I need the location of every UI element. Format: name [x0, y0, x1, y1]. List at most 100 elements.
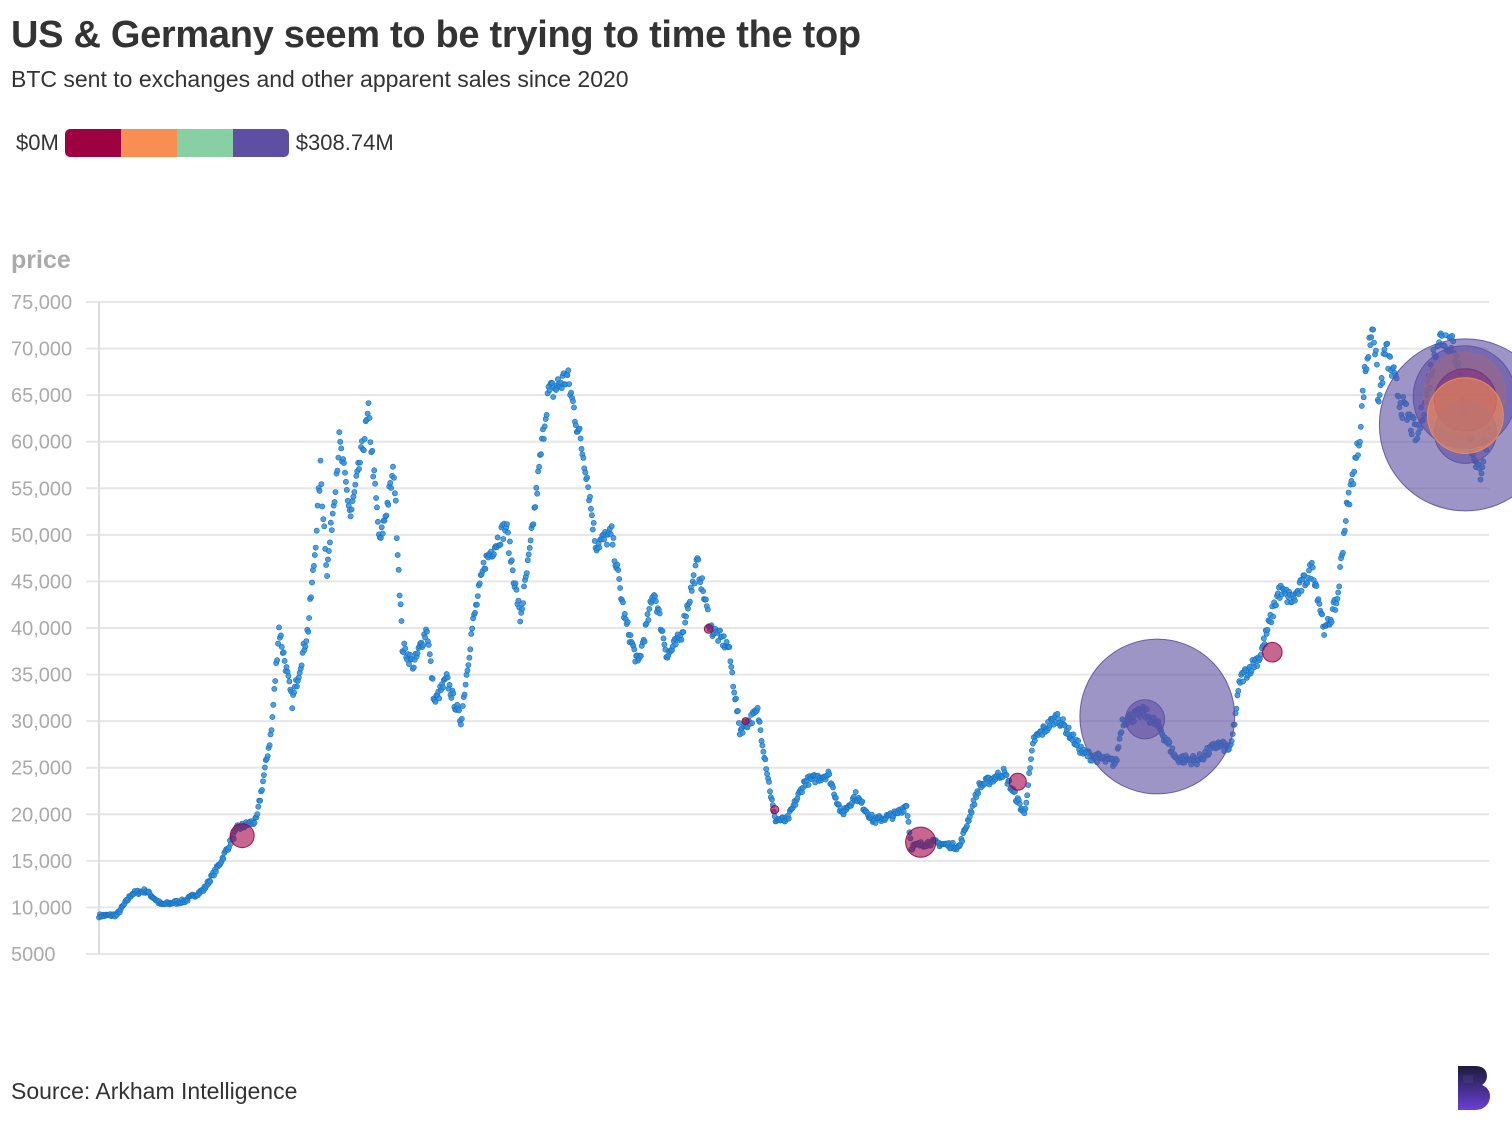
- sale-bubble: [1079, 638, 1236, 795]
- price-point: [536, 463, 542, 470]
- price-point: [968, 809, 975, 816]
- price-point: [391, 474, 397, 481]
- price-point: [207, 878, 214, 885]
- price-point: [1336, 583, 1343, 590]
- price-point: [513, 586, 520, 593]
- sale-bubble: [229, 823, 255, 849]
- y-tick-label: 35,000: [11, 665, 72, 687]
- price-point: [466, 654, 473, 661]
- sale-bubble: [741, 717, 750, 726]
- price-point: [1342, 518, 1349, 524]
- legend-max-label: $308.74M: [295, 130, 394, 155]
- price-point: [334, 467, 341, 474]
- price-point: [391, 490, 398, 497]
- price-point: [852, 789, 859, 795]
- price-point: [1357, 438, 1363, 445]
- price-point: [688, 587, 695, 594]
- y-tick-label: 40,000: [11, 618, 72, 640]
- price-point: [577, 435, 584, 442]
- price-point: [1031, 737, 1038, 744]
- price-point: [678, 636, 685, 643]
- price-point: [526, 545, 533, 551]
- price-point: [566, 381, 573, 387]
- color-legend: $0M $308.74M: [16, 128, 394, 158]
- price-point: [309, 579, 315, 586]
- price-point: [446, 682, 453, 688]
- price-point: [461, 691, 468, 698]
- price-point: [527, 537, 534, 544]
- price-point: [306, 615, 312, 621]
- price-point: [426, 651, 433, 658]
- price-point: [1335, 589, 1342, 596]
- price-point: [1375, 398, 1382, 405]
- price-point: [476, 580, 483, 587]
- price-point: [366, 415, 373, 421]
- y-tick-label: 20,000: [11, 804, 72, 826]
- price-point: [1321, 632, 1327, 638]
- price-point: [298, 662, 305, 669]
- price-point: [410, 664, 417, 671]
- price-point: [468, 631, 475, 637]
- price-point: [900, 808, 907, 815]
- price-points: [96, 326, 1490, 921]
- price-point: [308, 594, 314, 601]
- price-point: [1028, 756, 1034, 762]
- price-point: [959, 838, 966, 845]
- price-point: [472, 609, 478, 616]
- price-point: [293, 683, 300, 690]
- price-point: [731, 689, 738, 696]
- source-note: Source: Arkham Intelligence: [11, 1078, 298, 1104]
- bloomberg-logo: [1458, 1066, 1490, 1110]
- price-point: [524, 557, 531, 564]
- price-point: [395, 566, 402, 573]
- sale-bubble: [1427, 377, 1504, 455]
- price-point: [505, 550, 512, 556]
- price-point: [422, 634, 428, 641]
- price-point: [1384, 340, 1391, 347]
- price-point: [459, 703, 466, 709]
- price-point: [759, 742, 766, 749]
- price-point: [758, 738, 765, 744]
- price-point: [393, 535, 400, 541]
- price-point: [687, 598, 693, 605]
- legend-swatch-3: [176, 129, 233, 157]
- price-point: [388, 484, 394, 491]
- price-point: [588, 505, 594, 512]
- price-point: [717, 627, 723, 634]
- price-point: [1306, 567, 1312, 574]
- y-axis-label: price: [11, 246, 71, 274]
- price-point: [429, 675, 436, 682]
- price-point: [1319, 611, 1326, 618]
- price-point: [1350, 481, 1357, 488]
- price-point: [379, 530, 386, 537]
- price-point: [1337, 564, 1343, 570]
- price-point: [269, 714, 276, 720]
- price-point: [754, 705, 761, 711]
- price-point: [356, 466, 362, 472]
- price-point: [338, 445, 345, 452]
- price-point: [1332, 607, 1339, 613]
- price-point: [385, 501, 392, 508]
- price-point: [423, 628, 430, 635]
- price-point: [274, 657, 280, 664]
- price-point: [589, 526, 596, 533]
- price-point: [621, 611, 628, 617]
- price-point: [1016, 800, 1023, 807]
- price-point: [546, 387, 553, 394]
- sale-bubble: [1262, 641, 1283, 663]
- sale-bubbles: [229, 338, 1512, 858]
- price-point: [572, 422, 579, 429]
- price-point: [1075, 737, 1081, 744]
- price-point: [1449, 332, 1456, 339]
- price-point: [342, 478, 349, 485]
- price-point: [699, 575, 705, 581]
- price-point: [964, 823, 970, 829]
- price-point: [347, 513, 354, 520]
- price-point: [367, 439, 374, 445]
- y-tick-label: 5000: [11, 944, 56, 966]
- price-point: [726, 644, 733, 650]
- price-point: [760, 748, 767, 755]
- price-point: [645, 617, 652, 623]
- price-point: [268, 727, 275, 734]
- price-point: [596, 544, 603, 551]
